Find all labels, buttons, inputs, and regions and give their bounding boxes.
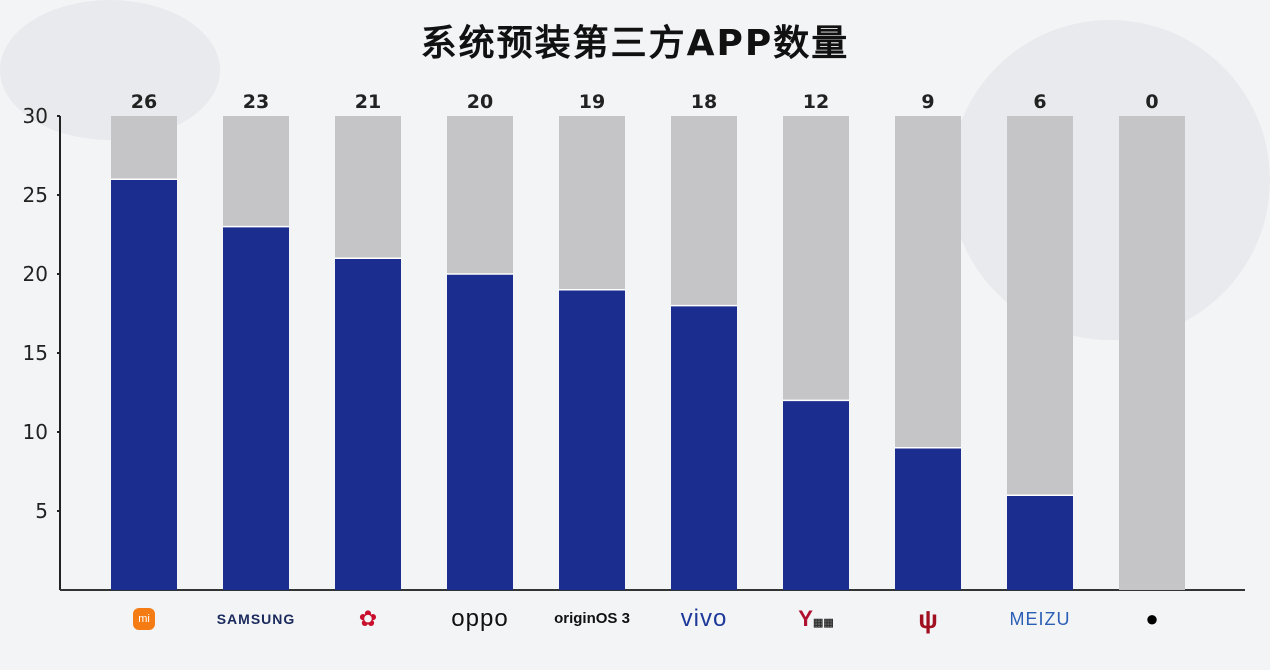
data-label: 12 [803,91,829,113]
category-label: vivo [649,604,759,634]
category-label: ● [1097,604,1207,634]
data-label: 19 [579,91,605,113]
y-tick-label: 15 [23,341,48,365]
category-label: MEIZU [985,604,1095,634]
redmagic-logo-icon: ψ [918,604,938,634]
xiaomi-logo-icon: mi [133,607,155,630]
category-label: ψ [873,604,983,634]
bar [447,274,513,590]
y-tick-label: 25 [23,183,48,207]
bar [1007,495,1073,590]
bar-background [1119,116,1185,590]
bar [559,289,625,590]
chart-title: 系统预装第三方APP数量 [420,23,850,64]
data-label: 23 [243,91,269,113]
bar [671,305,737,590]
y-tick-label: 10 [23,420,48,444]
category-label: originOS 3 [537,604,647,634]
data-label: 20 [467,91,493,113]
category-label: ✿ [313,604,423,634]
y-tick-label: 20 [23,262,48,286]
bar [783,400,849,590]
bar [111,179,177,590]
category-text: oppo [451,605,509,632]
apple-logo-icon: ● [1145,606,1159,631]
category-label: mi [89,604,199,634]
y-tick-label: 30 [23,104,48,128]
bar [895,447,961,590]
y-tick-label: 5 [35,499,48,523]
category-label: oppo [425,604,535,634]
category-label: Y▦▦ [761,604,871,634]
category-text: vivo [680,605,728,632]
category-text: SAMSUNG [216,611,296,627]
bar [335,258,401,590]
data-label: 9 [921,91,934,113]
category-text: originOS 3 [554,610,630,627]
data-label: 26 [131,91,157,113]
background-shape [950,20,1270,340]
data-label: 21 [355,91,381,113]
category-text: MEIZU [1009,609,1071,629]
bar [223,226,289,590]
huawei-logo-icon: ✿ [358,606,378,631]
data-label: 6 [1033,91,1046,113]
category-label: SAMSUNG [201,604,311,634]
data-label: 0 [1145,91,1158,113]
background-shape [0,0,220,140]
legion-logo-icon: Y▦▦ [798,606,834,631]
data-label: 18 [691,91,717,113]
